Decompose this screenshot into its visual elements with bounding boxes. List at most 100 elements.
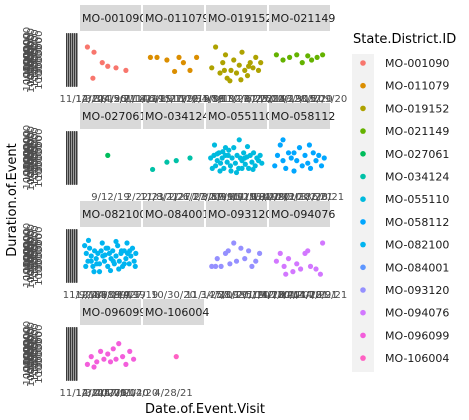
data-point — [309, 57, 315, 63]
facet-panel-MO-019152: MO-019152 2/4/185/9/198/13/2011/17/212/21… — [192, 5, 284, 105]
facet-plot-area — [80, 129, 141, 187]
data-point — [225, 152, 231, 158]
legend-key-MO-021149 — [360, 128, 366, 134]
x-tick-label: 10/9/19 — [171, 94, 210, 105]
legend-label: MO-011079 — [385, 80, 449, 93]
x-tick-label: 5/9/19 — [211, 192, 243, 203]
legend-key-MO-055110 — [360, 196, 366, 202]
data-point — [187, 67, 193, 73]
data-point — [213, 163, 219, 169]
data-point — [213, 44, 219, 50]
x-tick-label: 6/11/19 — [120, 94, 159, 105]
data-point — [249, 159, 255, 165]
data-point — [116, 341, 122, 347]
data-point — [133, 250, 139, 256]
data-point — [127, 348, 133, 354]
legend-label: MO-019152 — [385, 102, 449, 115]
data-point — [277, 142, 283, 148]
data-point — [253, 54, 259, 61]
facet-plot-area — [206, 31, 267, 89]
x-tick-label: 3/2/21 — [301, 192, 333, 203]
x-tick-label: 9/12/19 — [91, 192, 130, 203]
data-point — [217, 160, 224, 166]
x-tick-label: 3/1/21 — [157, 192, 189, 203]
data-point — [294, 261, 300, 267]
x-tick-label: 12/31/19 — [180, 94, 225, 105]
y-axis-ticks-row-3: 1000000100000010000001000000100000010000… — [22, 223, 78, 289]
facet-strip — [143, 5, 204, 31]
data-point — [123, 361, 129, 367]
data-point — [259, 160, 265, 166]
y-tick-label: 1000000 — [30, 323, 41, 368]
data-point — [91, 364, 97, 370]
data-point — [164, 159, 170, 165]
x-tick-label: 10/20/19 — [220, 290, 265, 301]
facet-strip-label: MO-055110 — [208, 110, 272, 123]
y-tick-label: 1000000 — [22, 223, 33, 268]
y-axis-ticks-row-2: 1000000100000010000001000000100000010000… — [22, 125, 78, 191]
x-tick-label: 11/17/21 — [220, 94, 265, 105]
x-tick-label: 2/24/19 — [82, 290, 121, 301]
data-point — [273, 258, 279, 264]
data-point — [244, 73, 251, 79]
x-tick-label: 1/3/20 — [75, 388, 107, 399]
y-tick-label: 1000000 — [22, 228, 33, 273]
data-point — [113, 238, 119, 245]
data-point — [294, 52, 300, 58]
x-tick-label: 8/27/19 — [160, 94, 199, 105]
y-tick-label: 1000000 — [22, 27, 33, 72]
x-tick-label: 2/22/21 — [126, 192, 165, 203]
data-point — [283, 271, 289, 277]
y-tick-label: 1000000 — [22, 145, 33, 190]
x-tick-label: 10/30/20 — [151, 290, 196, 301]
data-point — [233, 258, 240, 264]
data-point — [105, 263, 111, 269]
x-tick-label: 9/14/20 — [120, 388, 159, 399]
data-point — [120, 354, 126, 360]
facet-plot-area — [143, 325, 204, 383]
data-point — [238, 245, 244, 251]
data-point — [88, 253, 94, 259]
x-tick-label: 5/9/19 — [203, 94, 235, 105]
x-tick-label: 1/14/19 — [126, 94, 165, 105]
y-tick-mark — [76, 33, 78, 87]
data-point — [222, 52, 229, 58]
data-point — [258, 60, 264, 66]
y-tick-label: 1000000 — [26, 230, 37, 275]
y-tick-label: 1000000 — [34, 143, 45, 188]
x-tick-label: 2/1/20 — [238, 290, 270, 301]
data-point — [242, 161, 248, 167]
facet-strip — [80, 299, 141, 325]
data-point — [299, 60, 305, 66]
facet-strip — [269, 201, 330, 227]
x-tick-label: 1/8/20 — [249, 192, 281, 203]
data-point — [194, 54, 200, 61]
data-point — [317, 271, 323, 277]
x-tick-label: 7/8/19 — [215, 290, 247, 301]
y-tick-mark — [66, 33, 68, 87]
y-tick-mark — [72, 33, 74, 87]
legend-key-MO-027061 — [360, 151, 366, 157]
y-tick-label: 1000000 — [26, 34, 37, 79]
facet-strip-label: MO-094076 — [271, 208, 335, 221]
data-point — [227, 163, 234, 169]
data-point — [291, 150, 297, 156]
data-point — [221, 165, 227, 171]
x-tick-label: 11/14/21 — [60, 388, 105, 399]
y-tick-mark — [68, 229, 70, 283]
y-tick-label: 1000000 — [34, 135, 45, 180]
y-tick-label: 1000000 — [26, 237, 37, 282]
y-tick-label: 1000000 — [26, 28, 37, 73]
data-point — [222, 145, 229, 151]
y-tick-label: 1000000 — [26, 132, 37, 177]
data-point — [232, 160, 238, 166]
legend-background — [352, 54, 374, 372]
data-point — [176, 54, 182, 61]
data-point — [124, 240, 130, 246]
legend-label: MO-094076 — [385, 307, 449, 320]
data-point — [164, 57, 170, 63]
data-point — [299, 163, 305, 169]
legend-label: MO-055110 — [385, 193, 449, 206]
facet-panel-MO-055110: MO-055110 1/3/193/8/195/9/197/10/199/12/1… — [192, 103, 281, 203]
y-tick-mark — [70, 229, 72, 283]
